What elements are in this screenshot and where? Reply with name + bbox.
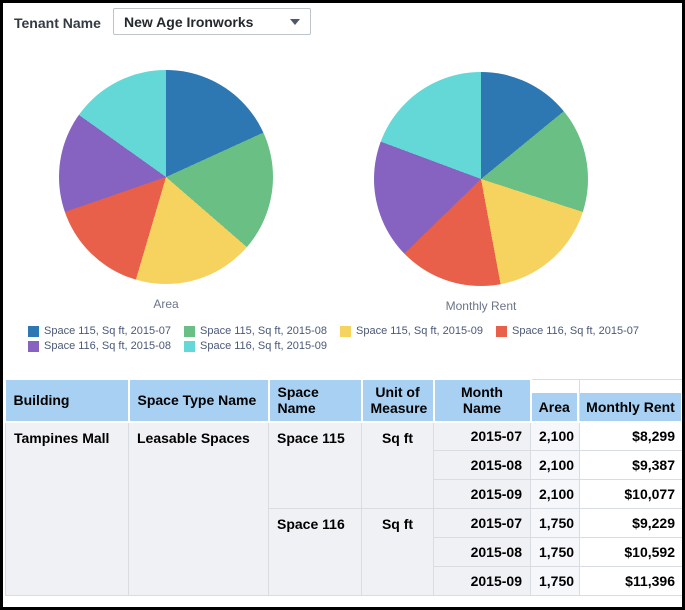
- cell-area: 1,750: [530, 537, 580, 567]
- cell-rent: $10,077: [579, 479, 682, 509]
- column-header-space_name[interactable]: Space Name: [268, 379, 363, 423]
- cell-month: 2015-09: [433, 479, 531, 509]
- table-row: Tampines Mall Leasable Spaces Space 115 Sq …: [5, 421, 682, 596]
- cell-month: 2015-09: [433, 566, 531, 596]
- table-row: 2015-08 2,100 $9,387: [6, 450, 682, 480]
- column-header-area[interactable]: Area: [530, 379, 580, 423]
- column-header-month[interactable]: Month Name: [433, 379, 532, 423]
- cell-unit: Sq ft: [361, 421, 434, 509]
- legend-item[interactable]: Space 116, Sq ft, 2015-07: [496, 325, 639, 337]
- table-header-row: Building Space Type Name Space Name Unit of…: [5, 379, 682, 423]
- table-row: 2015-09 2,100 $10,077: [6, 479, 682, 509]
- tenant-name-label: Tenant Name: [14, 15, 101, 31]
- cell-space_type: Leasable Spaces: [128, 421, 269, 596]
- pivot-table: Building Space Type Name Space Name Unit of…: [5, 379, 682, 596]
- cell-month: 2015-08: [433, 537, 531, 567]
- table-row: 2015-09 1,750 $11,396: [6, 566, 682, 596]
- cell-rent: $11,396: [579, 566, 682, 596]
- area-chart-label: Area: [153, 297, 179, 311]
- column-header-rent[interactable]: Monthly Rent: [579, 379, 682, 423]
- cell-area: 2,100: [530, 450, 580, 480]
- cell-area: 2,100: [530, 479, 580, 509]
- legend-label: Space 115, Sq ft, 2015-07: [44, 325, 171, 337]
- legend-label: Space 116, Sq ft, 2015-08: [44, 340, 171, 352]
- tenant-name-selected-value: New Age Ironworks: [124, 13, 254, 30]
- legend-swatch-icon: [340, 325, 351, 337]
- legend-item[interactable]: Space 115, Sq ft, 2015-07: [28, 325, 171, 337]
- legend-item[interactable]: Space 116, Sq ft, 2015-09: [184, 340, 327, 352]
- monthly-rent-chart-label: Monthly Rent: [445, 299, 517, 313]
- tenant-name-select[interactable]: New Age Ironworks: [113, 8, 311, 35]
- cell-building: Tampines Mall: [5, 421, 129, 596]
- caret-down-icon: [290, 18, 300, 25]
- monthly-rent-pie-chart[interactable]: [374, 72, 588, 286]
- column-header-building[interactable]: Building: [5, 379, 130, 423]
- legend-label: Space 115, Sq ft, 2015-08: [200, 325, 327, 337]
- legend-label: Space 116, Sq ft, 2015-09: [200, 340, 327, 352]
- cell-rent: $8,299: [579, 421, 682, 451]
- cell-rent: $10,592: [579, 537, 682, 567]
- cell-month: 2015-07: [433, 508, 531, 538]
- column-header-label: Monthly Rent: [580, 392, 681, 421]
- legend-item[interactable]: Space 116, Sq ft, 2015-08: [28, 340, 171, 352]
- legend-swatch-icon: [184, 325, 195, 337]
- cell-month: 2015-08: [433, 450, 531, 480]
- cell-unit: Sq ft: [361, 508, 434, 596]
- legend-label: Space 115, Sq ft, 2015-09: [356, 325, 483, 337]
- chart-legend: Space 115, Sq ft, 2015-07 Space 115, Sq f…: [28, 325, 682, 352]
- cell-rent: $9,387: [579, 450, 682, 480]
- legend-item[interactable]: Space 115, Sq ft, 2015-09: [340, 325, 483, 337]
- cell-space_name: Space 115: [268, 421, 362, 509]
- column-header-label: Area: [531, 392, 577, 421]
- table-body: Tampines Mall Leasable Spaces Space 115 Sq …: [5, 421, 682, 596]
- cell-rent: $9,229: [579, 508, 682, 538]
- cell-area: 1,750: [530, 508, 580, 538]
- cell-month: 2015-07: [433, 421, 531, 451]
- legend-swatch-icon: [496, 325, 507, 337]
- legend-swatch-icon: [184, 340, 195, 352]
- cell-space_name: Space 116: [268, 508, 362, 596]
- legend-item[interactable]: Space 115, Sq ft, 2015-08: [184, 325, 327, 337]
- cell-area: 1,750: [530, 566, 580, 596]
- legend-swatch-icon: [28, 340, 39, 352]
- legend-swatch-icon: [28, 325, 39, 337]
- cell-area: 2,100: [530, 421, 580, 451]
- column-header-space_type[interactable]: Space Type Name: [128, 379, 270, 423]
- column-header-unit[interactable]: Unit of Measure: [361, 379, 435, 423]
- legend-label: Space 116, Sq ft, 2015-07: [512, 325, 639, 337]
- area-pie-chart[interactable]: [59, 70, 273, 284]
- table-row: Space 116 Sq ft 2015-07 1,750 $9,229: [6, 508, 682, 596]
